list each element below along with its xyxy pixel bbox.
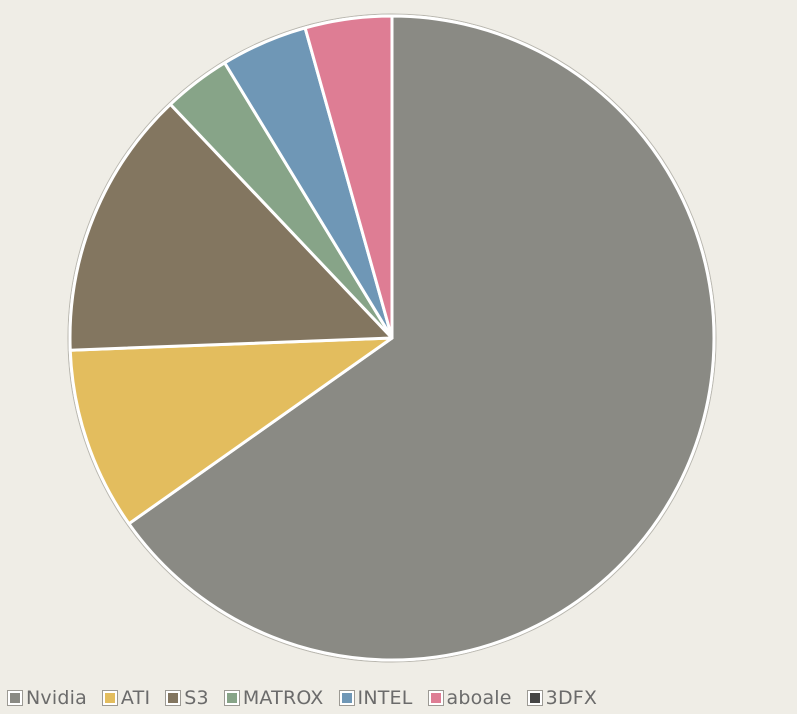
legend-swatch: [526, 690, 543, 706]
legend-label: S3: [184, 686, 209, 709]
legend-label: aboale: [446, 686, 512, 709]
pie-slice-nvidia[interactable]: [127, 14, 716, 662]
legend-item-intel[interactable]: INTEL: [338, 686, 413, 709]
legend-swatch: [7, 690, 23, 706]
pie-slice-aboale[interactable]: [303, 14, 394, 340]
legend-item-matrox[interactable]: MATROX: [223, 686, 324, 709]
legend-item-ati[interactable]: ATI: [101, 686, 151, 709]
legend-item-3dfx[interactable]: 3DFX: [526, 686, 598, 709]
legend-label: 3DFX: [545, 686, 598, 709]
legend-label: ATI: [120, 686, 151, 709]
legend-swatch: [101, 690, 118, 706]
legend-swatch: [165, 690, 182, 706]
pie-slice-ati[interactable]: [68, 336, 394, 526]
legend: Nvidia ATI S3 MATROX INTEL aboale 3DFX: [7, 685, 598, 711]
pie-slice-s3[interactable]: [68, 102, 394, 352]
legend-swatch: [338, 690, 355, 706]
legend-swatch: [427, 690, 444, 706]
legend-label: Nvidia: [26, 686, 87, 709]
legend-item-s3[interactable]: S3: [165, 686, 209, 709]
legend-item-nvidia[interactable]: Nvidia: [7, 686, 87, 709]
legend-label: MATROX: [242, 686, 324, 709]
legend-swatch: [223, 690, 240, 706]
legend-label: INTEL: [357, 686, 413, 709]
legend-item-aboale[interactable]: aboale: [427, 686, 512, 709]
